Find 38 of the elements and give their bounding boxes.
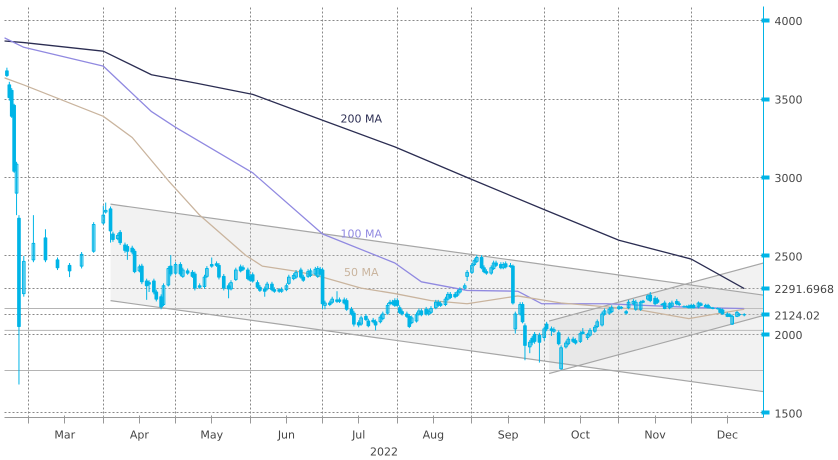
candlestick [56, 256, 60, 271]
y-tick-label: 2124.02 [774, 309, 820, 322]
candlestick [492, 260, 496, 271]
candlestick [520, 302, 524, 324]
candlestick [386, 302, 390, 316]
x-axis-title: 2022 [370, 446, 398, 458]
x-tick-label: Sep [498, 428, 518, 442]
x-tick-label: Mar [54, 428, 76, 442]
candlestick [5, 67, 9, 78]
series-label: 200 MA [340, 112, 382, 126]
y-tick-label: 2500 [774, 250, 802, 264]
line-series [4, 77, 745, 320]
candlestick [132, 248, 136, 274]
x-tick-label: Jun [276, 428, 296, 442]
y-tick-label: 2000 [774, 328, 802, 342]
candlestick [556, 330, 561, 346]
candlestick [162, 282, 166, 307]
series-label: 100 MA [340, 227, 382, 240]
y-tick-label: 2291.6968 [774, 283, 834, 296]
x-tick-label: Jul [351, 428, 366, 442]
candlestick [80, 252, 84, 269]
candlestick [44, 228, 48, 263]
series-label: 50 MA [344, 266, 379, 280]
x-tick-label: Aug [422, 428, 444, 442]
y-tick-label: 4000 [774, 15, 802, 28]
x-tick-label: Nov [644, 428, 666, 442]
candlestick [101, 205, 106, 226]
x-tick-label: Apr [130, 428, 150, 442]
y-tick-label: 1500 [774, 407, 802, 420]
candlestick [92, 222, 96, 254]
y-tick-label: 3000 [774, 172, 802, 185]
x-tick-label: Oct [570, 428, 591, 442]
x-tick-label: May [200, 428, 224, 442]
y-tick-label: 3500 [774, 94, 802, 107]
x-tick-label: Dec [716, 428, 738, 442]
candlestick [32, 214, 36, 263]
candlestick [559, 344, 563, 370]
candlestick [68, 262, 72, 278]
